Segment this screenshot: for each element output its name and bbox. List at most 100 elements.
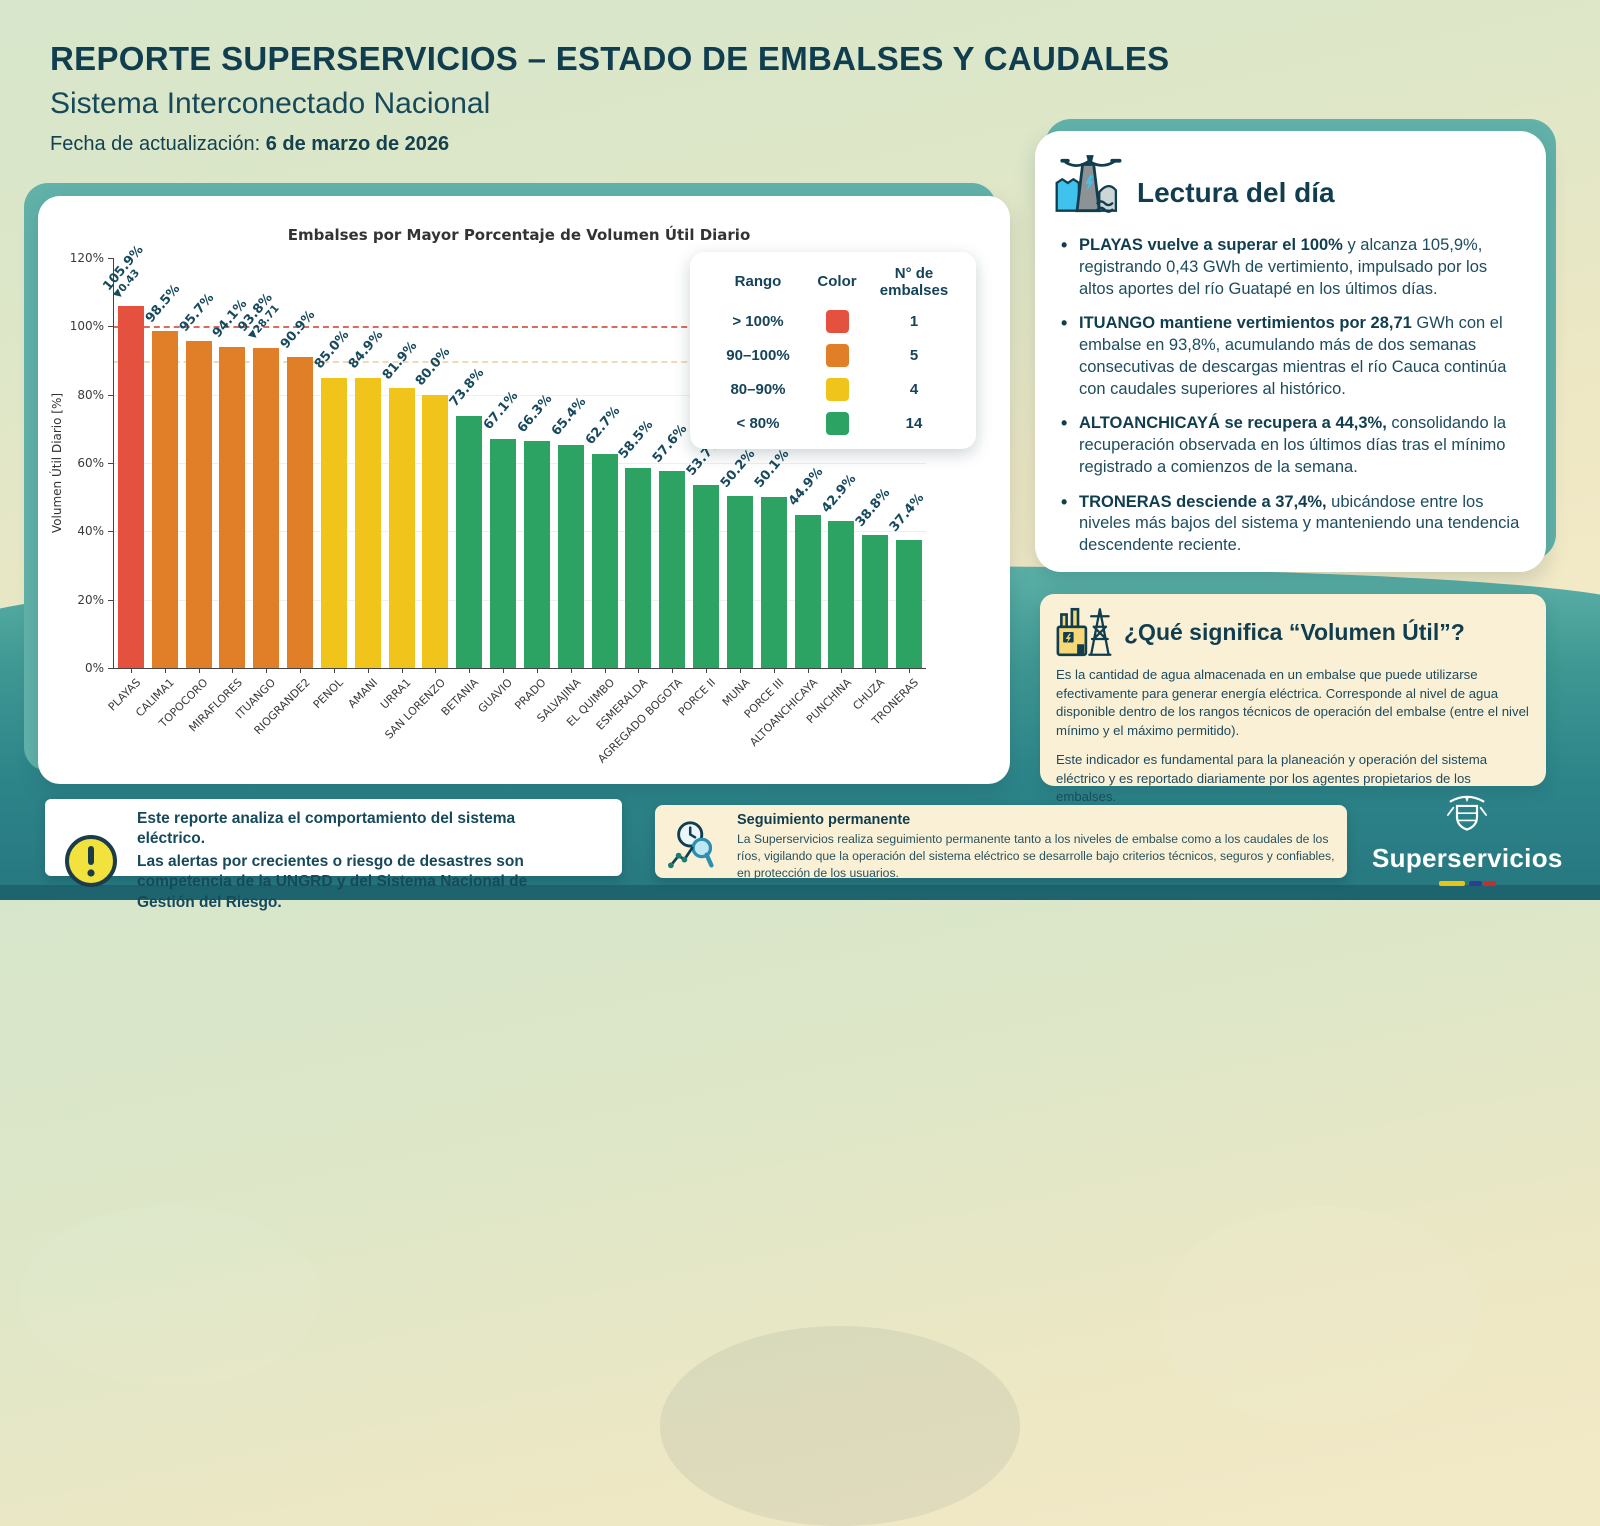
bar-value-label: 85.0% (311, 327, 353, 372)
bullet-rest: y alcanza 105,9%, registrando 0,43 GWh d… (1079, 236, 1488, 298)
disclaimer-line-1: Este reporte analiza el comportamiento d… (137, 810, 516, 848)
superservicios-logo: Superservicios (1372, 795, 1562, 886)
bar-value-label: 62.7% (582, 403, 623, 449)
bar-calima1 (151, 331, 178, 668)
monitoring-icon (668, 821, 714, 869)
bar-topocoro (185, 341, 212, 668)
legend-count: 1 (909, 313, 919, 330)
bar-prado (523, 441, 550, 668)
gridline (114, 463, 926, 464)
bar-urra1 (388, 388, 415, 668)
wave-blob (20, 1206, 320, 1386)
legend-swatch-cell (808, 378, 866, 401)
alert-icon (65, 834, 117, 887)
bar-punchina (828, 521, 855, 668)
disclaimer-line-2: Las alertas por crecientes o riesgo de d… (137, 853, 528, 911)
bar-troneras (896, 540, 923, 668)
bar-value-label: 93.8% ▼28.71 (236, 290, 284, 341)
bar-riogrande2 (287, 357, 314, 668)
lectura-title: Lectura del día (1137, 177, 1335, 208)
bullet-lead: ITUANGO mantiene vertimientos por 28,71 (1079, 314, 1412, 333)
update-date-value: 6 de marzo de 2026 (265, 133, 450, 155)
seguimiento-title: Seguimiento permanente (737, 812, 911, 828)
legend-header: Color (817, 273, 857, 291)
y-tick-mark (108, 668, 114, 669)
x-tick-mark (706, 668, 708, 673)
colombia-crest-icon (1447, 795, 1488, 831)
update-date-label: Fecha de actualización: (50, 133, 266, 155)
y-tick-mark (108, 463, 114, 464)
x-tick-mark (807, 668, 809, 673)
bar-esmeralda (625, 468, 652, 668)
bar-amani (354, 377, 381, 668)
legend-range: 90–100% (726, 347, 790, 364)
wave-blob (1160, 1206, 1480, 1426)
update-date: Fecha de actualización: 6 de marzo de 20… (50, 133, 1169, 156)
x-tick-mark (773, 668, 775, 673)
volumen-body: Es la cantidad de agua almacenada en un … (1056, 666, 1532, 817)
bar-value-label: 84.9% (345, 327, 387, 373)
x-tick-mark (570, 668, 572, 673)
bar-value-label: 44.9% (785, 464, 826, 509)
bar-value-label: 90.9% (277, 307, 319, 352)
bar-ituango (253, 347, 280, 668)
bar-penol (320, 377, 347, 668)
report-header: REPORTE SUPERSERVICIOS – ESTADO DE EMBAL… (50, 40, 1169, 156)
bar-salvajina (557, 444, 584, 668)
x-category-label: MUNA (719, 676, 753, 709)
y-tick-mark (108, 531, 114, 533)
gridline (114, 531, 926, 533)
x-tick-mark (909, 668, 911, 673)
x-category-label: PENOL (311, 676, 347, 712)
report-page: { "header": { "title": "REPORTE SUPERSER… (0, 0, 1600, 900)
lectura-card: Lectura del día PLAYAS vuelve a superar … (1035, 131, 1546, 572)
reference-line-90 (114, 360, 926, 363)
x-tick-mark (875, 668, 877, 673)
bullet-rest: ubicándose entre los niveles más bajos d… (1079, 492, 1520, 555)
chart-title: Embalses por Mayor Porcentaje de Volumen… (287, 226, 751, 244)
page-subtitle: Sistema Interconectado Nacional (50, 87, 491, 120)
bar-porce-ii (693, 484, 720, 668)
y-tick-label: 60% (77, 456, 104, 470)
legend-swatch-cell (808, 310, 866, 333)
bullet-rest: consolidando la recuperación observada e… (1079, 414, 1507, 476)
legend-count: 5 (909, 347, 919, 364)
x-tick-mark (164, 668, 166, 673)
seguimiento-card: Seguimiento permanente La Superservicios… (655, 805, 1347, 880)
bar-value-label: 98.5% (142, 281, 184, 326)
x-tick-mark (266, 668, 268, 673)
volumen-header: ¿Qué significa “Volumen Útil”? (1054, 604, 1465, 660)
x-tick-mark (435, 668, 437, 673)
bar-value-label: 57.6% (650, 421, 691, 466)
lectura-bullet-2: ITUANGO mantiene vertimientos por 28,71 … (1059, 312, 1521, 400)
y-tick-mark (108, 394, 114, 396)
x-tick-mark (604, 668, 606, 673)
x-tick-mark (401, 668, 403, 673)
y-tick-label: 80% (77, 387, 104, 402)
bar-value-label: 37.4% (886, 490, 928, 535)
bar-playas (117, 306, 144, 668)
bar-value-label: 105.9% ▼0.43 (100, 242, 155, 300)
bar-el-quimbo (591, 453, 618, 668)
legend-range: > 100% (732, 313, 784, 330)
lectura-bullet-1: PLAYAS vuelve a superar el 100% y alcanz… (1059, 234, 1521, 300)
bar-muna (726, 496, 753, 668)
volumen-paragraph-1: Es la cantidad de agua almacenada en un … (1056, 667, 1529, 739)
bullet-lead: TRONERAS desciende a 37,4%, (1079, 492, 1327, 511)
bar-san-lorenzo (422, 394, 449, 668)
disclaimer-text: Este reporte analiza el comportamiento d… (137, 809, 587, 913)
chart-legend: Rango Color N° de embalses > 100% 1 90–100% 5 8… (690, 252, 976, 449)
legend-range: 80–90% (730, 381, 786, 398)
hydro-dam-icon (1055, 155, 1122, 213)
legend-header: N° de embalses (879, 265, 949, 299)
legend-color-swatch (825, 378, 849, 401)
bullet-rest: GWh con el embalse en 93,8%, acumulando … (1079, 314, 1507, 398)
x-tick-mark (739, 668, 741, 673)
y-tick-label: 20% (77, 592, 104, 607)
legend-swatch-cell (808, 344, 866, 367)
y-tick-label: 0% (84, 661, 104, 675)
bar-value-label: 50.2% (717, 446, 759, 491)
legend-header: Rango (734, 273, 782, 291)
lectura-bullets: PLAYAS vuelve a superar el 100% y alcanz… (1059, 234, 1521, 570)
x-tick-mark (638, 668, 640, 673)
